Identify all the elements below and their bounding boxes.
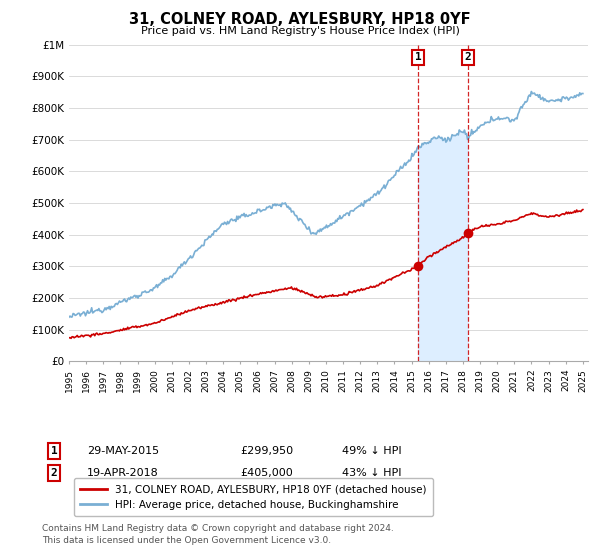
- Text: 43% ↓ HPI: 43% ↓ HPI: [342, 468, 401, 478]
- Text: Contains HM Land Registry data © Crown copyright and database right 2024.
This d: Contains HM Land Registry data © Crown c…: [42, 524, 394, 545]
- Text: 1: 1: [415, 53, 421, 63]
- Text: 29-MAY-2015: 29-MAY-2015: [87, 446, 159, 456]
- Text: 31, COLNEY ROAD, AYLESBURY, HP18 0YF: 31, COLNEY ROAD, AYLESBURY, HP18 0YF: [129, 12, 471, 27]
- Text: 19-APR-2018: 19-APR-2018: [87, 468, 159, 478]
- Text: Price paid vs. HM Land Registry's House Price Index (HPI): Price paid vs. HM Land Registry's House …: [140, 26, 460, 36]
- Text: 2: 2: [464, 53, 472, 63]
- Legend: 31, COLNEY ROAD, AYLESBURY, HP18 0YF (detached house), HPI: Average price, detac: 31, COLNEY ROAD, AYLESBURY, HP18 0YF (de…: [74, 478, 433, 516]
- Text: 49% ↓ HPI: 49% ↓ HPI: [342, 446, 401, 456]
- Text: 1: 1: [50, 446, 58, 456]
- Text: £299,950: £299,950: [240, 446, 293, 456]
- Text: 2: 2: [50, 468, 58, 478]
- Text: £405,000: £405,000: [240, 468, 293, 478]
